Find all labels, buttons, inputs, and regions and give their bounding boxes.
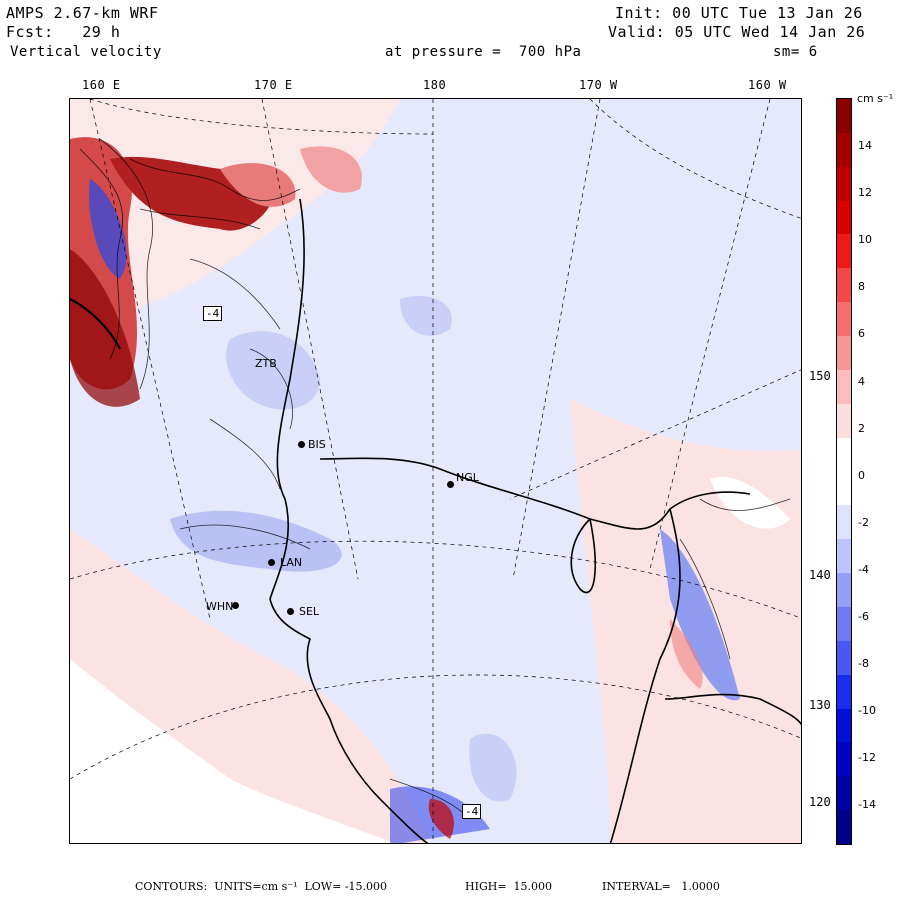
negative-blob-1	[170, 510, 342, 572]
lon-label-160w: 160 W	[748, 78, 787, 92]
positive-core-4	[300, 146, 362, 193]
colorbar	[836, 98, 852, 845]
footer-contours: CONTOURS: UNITS=cm s⁻¹ LOW= -15.000	[135, 880, 388, 893]
colorbar-tick-label: 4	[858, 374, 865, 388]
colorbar-tick-label: -2	[858, 515, 869, 529]
colorbar-tick-label: 10	[858, 233, 872, 247]
negative-blob-4	[400, 295, 452, 336]
colorbar-segment	[837, 200, 851, 235]
positive-patch-south	[428, 799, 454, 839]
positive-core-3	[220, 163, 296, 207]
colorbar-segment	[837, 640, 851, 676]
colorbar-tick-label: -14	[858, 798, 876, 812]
colorbar-segment	[837, 776, 851, 811]
colorbar-segment	[837, 674, 851, 710]
station-whn[interactable]: WHN	[206, 600, 234, 613]
colorbar-tick-label: -8	[858, 657, 869, 671]
forecast-hour: Fcst: 29 h	[6, 23, 121, 41]
colorbar-segment	[837, 606, 851, 642]
colorbar-segment	[837, 708, 851, 743]
colorbar-segment	[837, 539, 851, 574]
colorbar-tick-label: -12	[858, 751, 876, 765]
colorbar-segment	[837, 166, 851, 202]
station-dot-lan	[268, 559, 275, 566]
station-dot-whn	[232, 602, 239, 609]
colorbar-tick-label: 0	[858, 468, 865, 482]
colorbar-segment	[837, 505, 851, 540]
colorbar-tick-label: -6	[858, 610, 869, 623]
station-sel[interactable]: SEL	[299, 605, 320, 618]
station-dot-ngl	[447, 481, 454, 488]
colorbar-segment	[837, 742, 851, 777]
colorbar-segment	[837, 471, 851, 506]
lon-label-170e: 170 E	[254, 78, 293, 92]
station-dot-sel	[287, 608, 294, 615]
colorbar-segment	[837, 132, 851, 168]
colorbar-tick-label: 14	[858, 139, 872, 152]
graticule	[70, 99, 801, 843]
station-ztb[interactable]: ZTB	[255, 357, 277, 370]
footer-interval: INTERVAL= 1.0000	[602, 880, 720, 893]
pressure-level: at pressure = 700 hPa	[385, 44, 582, 60]
colorbar-segment	[837, 302, 851, 337]
positive-patch-east	[670, 619, 703, 689]
smoothing: sm= 6	[773, 44, 818, 60]
colorbar-tick-label: -4	[858, 562, 869, 576]
land-area-south	[70, 659, 395, 843]
colorbar-segment	[837, 573, 851, 608]
lon-label-180: 180	[423, 78, 447, 92]
contour-label-box: -4	[203, 306, 223, 321]
vertical-velocity-map	[70, 99, 801, 843]
colorbar-segment	[837, 336, 851, 371]
negative-blob-5	[469, 733, 517, 802]
footer-high: HIGH= 15.000	[465, 880, 553, 893]
land-patch-east	[710, 477, 790, 529]
station-lan[interactable]: LAN	[280, 556, 303, 569]
colorbar-segment	[837, 268, 851, 303]
init-time: Init: 00 UTC Tue 13 Jan 26	[615, 4, 863, 22]
model-title: AMPS 2.67-km WRF	[6, 4, 159, 22]
colorbar-segment	[837, 403, 851, 439]
contour-label-box: -4	[462, 804, 482, 819]
valid-time: Valid: 05 UTC Wed 14 Jan 26	[608, 23, 866, 41]
negative-blob-2	[226, 331, 320, 410]
lon-label-160e: 160 E	[82, 78, 121, 92]
station-ngl[interactable]: NGL	[456, 471, 479, 484]
colorbar-segment	[837, 234, 851, 269]
lon-label-170w: 170 W	[579, 78, 618, 92]
colorbar-tick-label: 12	[858, 186, 872, 200]
station-bis[interactable]: BIS	[308, 438, 326, 451]
coastline	[70, 198, 801, 843]
colorbar-tick-label: 2	[858, 421, 865, 435]
colorbar-segment	[837, 99, 851, 134]
colorbar-segment	[837, 437, 851, 472]
colorbar-tick-label: -10	[858, 704, 876, 718]
map-panel[interactable]	[69, 98, 802, 844]
colorbar-tick-label: 6	[858, 327, 865, 341]
field-name: Vertical velocity	[10, 44, 162, 60]
colorbar-segment	[837, 810, 851, 845]
colorbar-units: cm s⁻¹	[857, 92, 894, 105]
station-dot-bis	[298, 441, 305, 448]
colorbar-segment	[837, 369, 851, 405]
colorbar-tick-label: 8	[858, 280, 865, 294]
